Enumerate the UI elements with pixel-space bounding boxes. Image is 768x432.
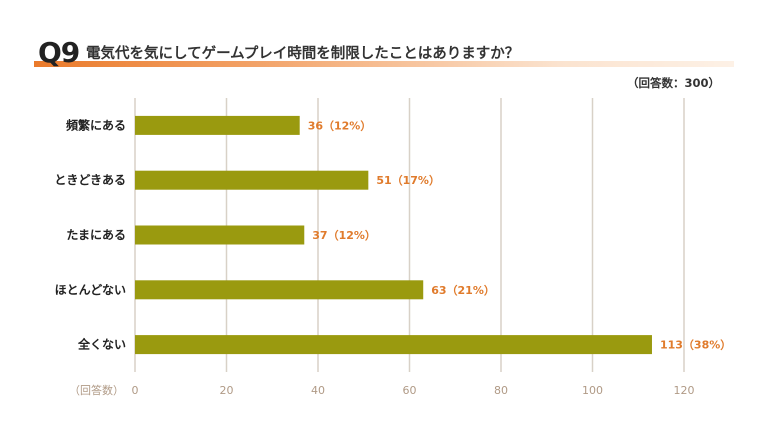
bar — [135, 170, 369, 190]
title-underline-band — [34, 61, 734, 67]
x-tick-label: 0 — [132, 384, 139, 397]
bar — [135, 280, 424, 300]
axis-unit-label: （回答数） — [69, 383, 124, 397]
x-tick-label: 60 — [403, 384, 417, 397]
bar — [135, 335, 652, 355]
data-label: 51（17%） — [376, 174, 440, 187]
x-tick-label: 80 — [494, 384, 508, 397]
category-label: たまにある — [66, 228, 126, 242]
question-number: Q9 — [38, 36, 80, 69]
x-tick-label: 120 — [674, 384, 695, 397]
x-tick-label: 40 — [311, 384, 325, 397]
category-label: 頻繁にある — [66, 117, 126, 132]
data-label: 113（38%） — [660, 339, 731, 352]
data-label: 37（12%） — [312, 229, 376, 242]
data-label: 36（12%） — [308, 119, 372, 132]
question-header: Q9 電気代を気にしてゲームプレイ時間を制限したことはありますか？ — [34, 36, 734, 72]
x-tick-label: 100 — [582, 384, 603, 397]
question-text: 電気代を気にしてゲームプレイ時間を制限したことはありますか？ — [86, 46, 520, 62]
bar — [135, 115, 300, 135]
category-label: ときどきある — [54, 173, 126, 187]
respondent-count: （回答数：300） — [626, 76, 720, 90]
category-label: ほとんどない — [55, 283, 126, 297]
bar — [135, 225, 305, 245]
x-tick-label: 20 — [220, 384, 234, 397]
data-label: 63（21%） — [431, 284, 495, 297]
category-label: 全くない — [77, 337, 126, 352]
